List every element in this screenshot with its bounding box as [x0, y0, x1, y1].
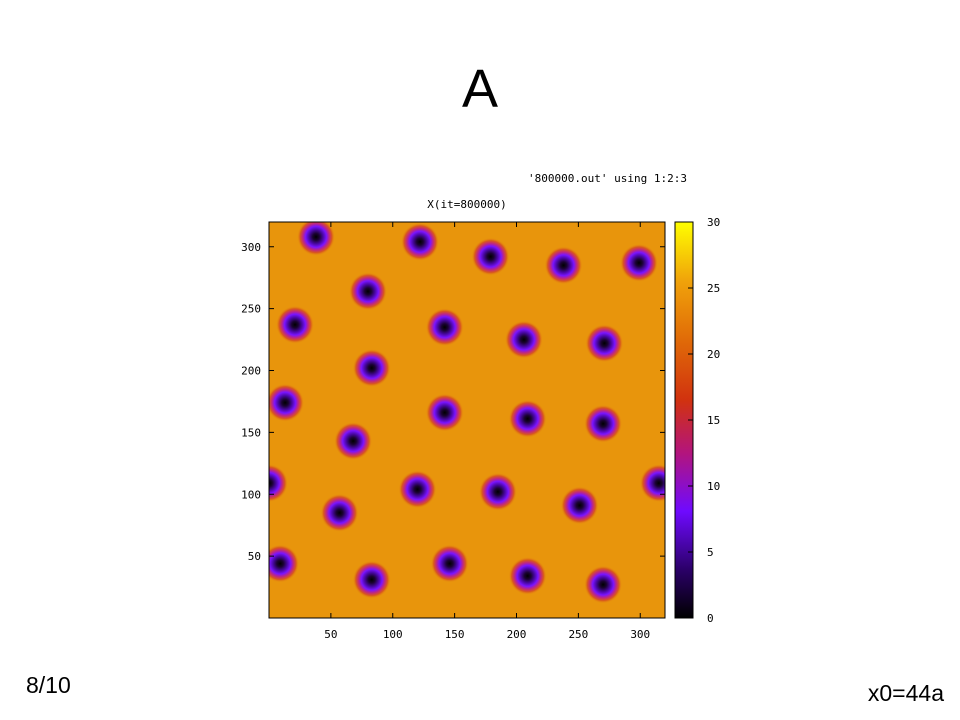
colorbar-tick-label-3: 15 [707, 414, 720, 427]
x-tick-label-4: 250 [568, 628, 588, 641]
colorbar-axis: 0 5 10 15 20 25 30 [688, 216, 720, 625]
chart-title: X(it=800000) [427, 198, 506, 211]
spot-20 [639, 464, 665, 503]
spot-3 [544, 246, 583, 285]
spot-25 [508, 556, 547, 595]
colorbar-tick-label-6: 30 [707, 216, 720, 229]
spot-6 [275, 305, 314, 344]
spot-9 [585, 324, 624, 363]
colorbar-tick-label-4: 20 [707, 348, 720, 361]
legend-label: '800000.out' using 1:2:3 [528, 172, 687, 185]
x-tick-label-5: 300 [630, 628, 650, 641]
spot-5 [349, 272, 387, 311]
y-tick-label-2: 150 [241, 426, 261, 439]
spot-14 [584, 404, 623, 443]
x-axis: 50 100 150 200 250 300 [324, 222, 650, 641]
spot-21 [320, 493, 359, 532]
spot-24 [352, 560, 391, 599]
y-tick-label-0: 50 [248, 550, 261, 563]
y-tick-label-1: 100 [241, 488, 261, 501]
x-tick-label-1: 100 [383, 628, 403, 641]
y-tick-label-4: 250 [241, 303, 261, 316]
spots-layer [269, 222, 665, 604]
spot-2 [471, 237, 510, 276]
colorbar-tick-label-1: 5 [707, 546, 714, 559]
spot-17 [398, 470, 437, 509]
spot-1 [400, 222, 439, 261]
colorbar-tick-label-0: 0 [707, 612, 714, 625]
spot-13 [508, 399, 547, 438]
spot-8 [504, 320, 543, 359]
spot-11 [269, 383, 305, 422]
corner-note: x0=44a [867, 680, 944, 706]
slide-title: A [461, 59, 499, 119]
spot-15 [334, 422, 373, 461]
colorbar-tick-label-2: 10 [707, 480, 720, 493]
y-axis: 50 100 150 200 250 300 [241, 241, 665, 563]
colorbar-tick-label-5: 25 [707, 282, 720, 295]
x-tick-label-3: 200 [507, 628, 527, 641]
spot-22 [269, 544, 300, 583]
x-tick-label-0: 50 [324, 628, 337, 641]
plot-frame [268, 221, 666, 619]
spot-12 [425, 393, 464, 432]
spot-19 [560, 486, 599, 525]
spot-18 [478, 472, 517, 511]
x-tick-label-2: 150 [445, 628, 465, 641]
spot-4 [620, 243, 659, 282]
spot-23 [430, 544, 469, 583]
spot-26 [584, 565, 623, 604]
spot-0 [297, 222, 336, 256]
spot-16 [269, 464, 288, 503]
spot-10 [352, 349, 391, 388]
y-tick-label-5: 300 [241, 241, 261, 254]
spot-7 [425, 308, 464, 347]
page-number: 8/10 [26, 672, 71, 698]
y-tick-label-3: 200 [241, 365, 261, 378]
